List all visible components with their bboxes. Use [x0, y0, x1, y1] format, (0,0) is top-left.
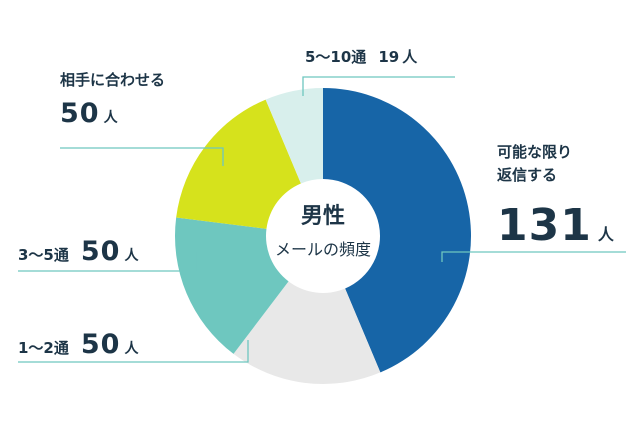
slice-unit-1to2: 人 — [124, 341, 139, 357]
donut-slice-reply — [323, 88, 472, 373]
slice-match-value: 50 人 — [60, 100, 118, 127]
donut-slice-match — [176, 99, 301, 229]
slice-value-reply: 131 人 — [497, 204, 614, 248]
leader-line-3to5 — [18, 252, 197, 272]
center-title: 男性 — [300, 204, 345, 229]
slice-3to5: 3～5通 50 人 — [18, 238, 138, 265]
leader-line-1to2 — [18, 340, 249, 363]
slice-label-match: 相手に合わせる — [60, 71, 166, 89]
slice-unit-3to5: 人 — [124, 248, 139, 264]
slice-value-reply-number: 131 — [497, 200, 592, 251]
slice-value-3to5: 50 — [80, 236, 121, 267]
slice-label-5to10: 5～10通 — [305, 48, 367, 66]
slice-label-1to2: 1～2通 — [18, 339, 69, 357]
slice-value-1to2: 50 — [80, 329, 121, 360]
donut-slice-3to5 — [175, 217, 289, 354]
leader-line-reply — [441, 251, 626, 262]
slice-label-3to5: 3～5通 — [18, 246, 69, 264]
slice-1to2: 1～2通 50 人 — [18, 331, 138, 358]
slice-value-reply-unit: 人 — [597, 225, 614, 244]
slice-value-5to10: 19 — [378, 48, 400, 66]
leader-line-5to10 — [302, 76, 455, 96]
donut-slice-5to10 — [265, 88, 323, 184]
leader-line-match — [60, 147, 224, 166]
donut-slice-1to2 — [233, 281, 381, 384]
leader-lines — [18, 76, 626, 363]
slice-unit-match: 人 — [103, 110, 118, 126]
slice-5to10: 5～10通 19 人 — [305, 50, 417, 65]
slice-unit-5to10: 人 — [402, 48, 418, 66]
slice-label-reply-line1: 可能な限り — [497, 143, 573, 161]
slice-value-match: 50 — [60, 98, 100, 129]
center-subtitle: メールの頻度 — [274, 240, 371, 259]
donut-slices — [175, 88, 472, 384]
slice-label-reply-line2: 返信する — [497, 166, 558, 184]
